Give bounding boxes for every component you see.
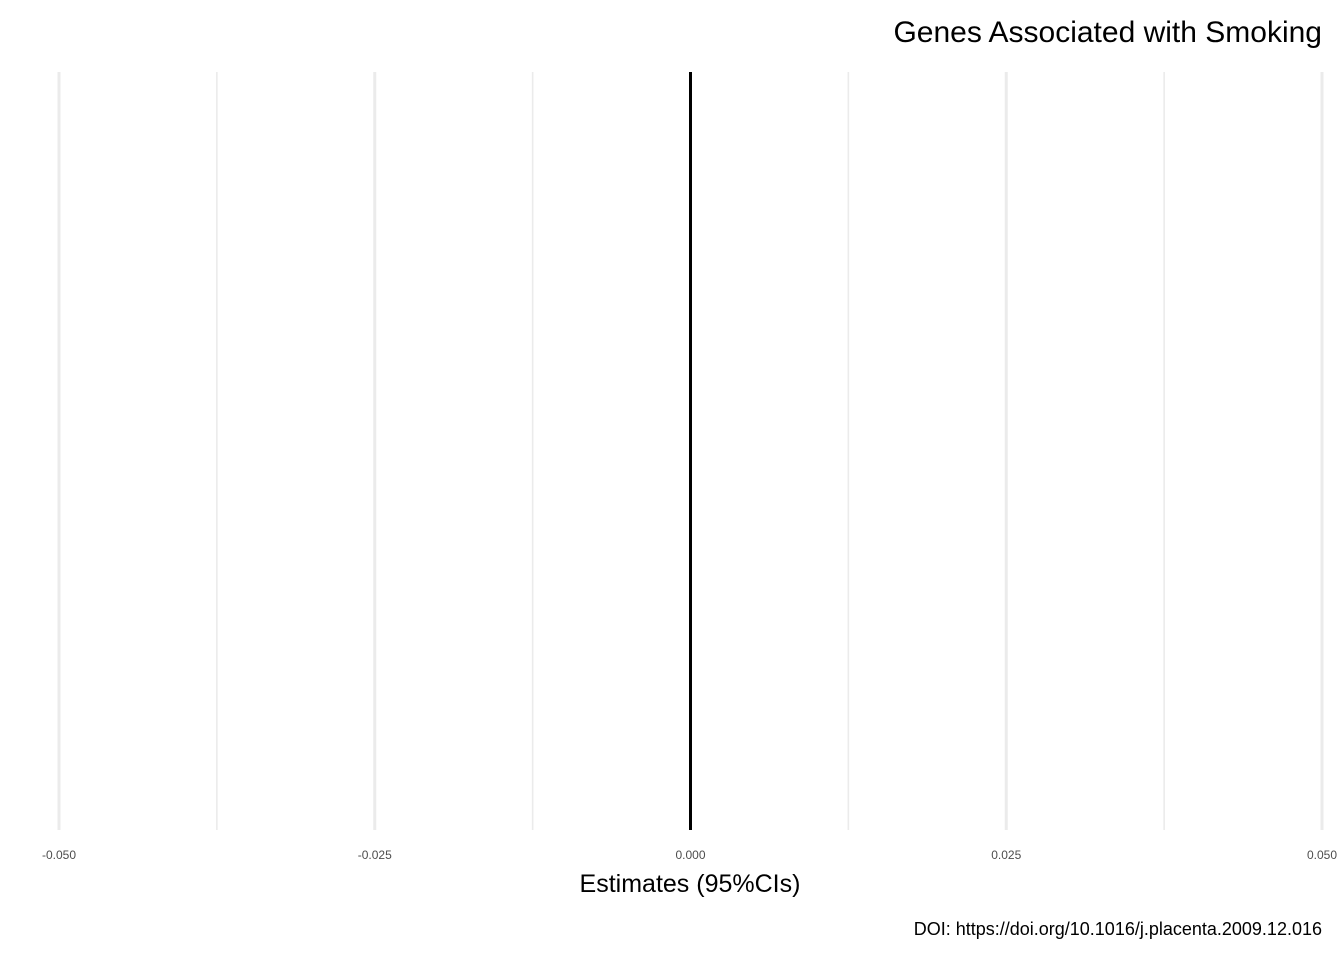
chart-title: Genes Associated with Smoking — [893, 16, 1322, 49]
x-tick-label: 0.025 — [991, 848, 1021, 862]
x-tick-label: -0.050 — [42, 848, 76, 862]
x-tick-label: 0.000 — [675, 848, 705, 862]
x-axis-label: Estimates (95%CIs) — [580, 870, 801, 898]
x-tick-label: -0.025 — [358, 848, 392, 862]
x-axis-ticks: -0.050 -0.025 0.000 0.025 0.050 — [42, 848, 1337, 862]
x-tick-label: 0.050 — [1307, 848, 1337, 862]
doi-caption: DOI: https://doi.org/10.1016/j.placenta.… — [914, 919, 1322, 939]
